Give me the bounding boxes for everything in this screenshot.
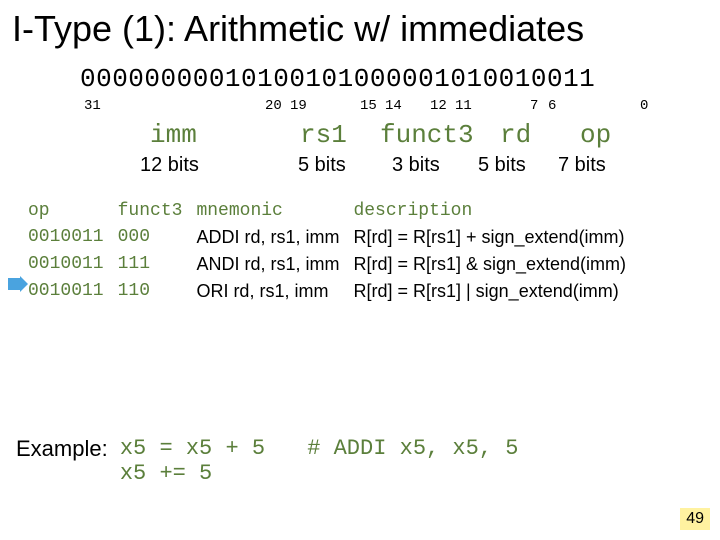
bitpos-6: 6 <box>548 98 556 114</box>
width-op: 7 bits <box>558 154 606 177</box>
cell-mnem: ORI rd, rs1, imm <box>196 278 353 305</box>
cell-funct3: 000 <box>118 224 197 251</box>
cell-op: 0010011 <box>28 224 118 251</box>
cell-op: 0010011 <box>28 251 118 278</box>
field-op: op <box>580 120 611 150</box>
table-row: 0010011 110 ORI rd, rs1, imm R[rd] = R[r… <box>28 278 640 305</box>
th-description: description <box>353 198 640 224</box>
bitpos-12: 12 <box>430 98 447 114</box>
cell-desc: R[rd] = R[rs1] + sign_extend(imm) <box>353 224 640 251</box>
cell-mnem: ANDI rd, rs1, imm <box>196 251 353 278</box>
example-line1a: x5 = <box>120 436 186 461</box>
example-block: Example: x5 = x5 + 5 x5 += 5 # ADDI x5, … <box>16 436 518 486</box>
example-line1c: + 5 <box>212 436 265 461</box>
field-widths: 12 bits 5 bits 3 bits 5 bits 7 bits <box>0 154 720 180</box>
bitpos-15: 15 <box>360 98 377 114</box>
bitpos-7: 7 <box>530 98 538 114</box>
cell-desc: R[rd] = R[rs1] | sign_extend(imm) <box>353 278 640 305</box>
opcode-table: op funct3 mnemonic description 0010011 0… <box>28 198 640 305</box>
width-rs1: 5 bits <box>298 154 346 177</box>
example-line1b: x5 <box>186 436 212 461</box>
th-op: op <box>28 198 118 224</box>
table-row: 0010011 000 ADDI rd, rs1, imm R[rd] = R[… <box>28 224 640 251</box>
example-code: x5 = x5 + 5 x5 += 5 <box>120 436 265 486</box>
cell-mnem: ADDI rd, rs1, imm <box>196 224 353 251</box>
bitpos-31: 31 <box>84 98 101 114</box>
example-comment: # ADDI x5, x5, 5 <box>307 436 518 461</box>
width-funct3: 3 bits <box>392 154 440 177</box>
th-funct3: funct3 <box>118 198 197 224</box>
bitpos-11: 11 <box>455 98 472 114</box>
table-header-row: op funct3 mnemonic description <box>28 198 640 224</box>
field-labels: imm rs1 funct3 rd op <box>0 120 720 152</box>
cell-funct3: 110 <box>118 278 197 305</box>
field-rd: rd <box>500 120 531 150</box>
width-rd: 5 bits <box>478 154 526 177</box>
width-imm: 12 bits <box>140 154 199 177</box>
field-funct3: funct3 <box>380 120 474 150</box>
bitpos-20: 20 <box>265 98 282 114</box>
th-mnemonic: mnemonic <box>196 198 353 224</box>
bitpos-19: 19 <box>290 98 307 114</box>
bitpos-0: 0 <box>640 98 648 114</box>
bitpos-14: 14 <box>385 98 402 114</box>
field-imm: imm <box>150 120 197 150</box>
example-line2: x5 += 5 <box>120 461 212 486</box>
pointer-arrow-icon <box>8 276 28 292</box>
page-number: 49 <box>680 508 710 530</box>
cell-funct3: 111 <box>118 251 197 278</box>
instruction-binary: 00000000010100101000001010010011 <box>0 50 720 94</box>
bit-positions: 31 20 19 15 14 12 11 7 6 0 <box>0 98 720 120</box>
table-row: 0010011 111 ANDI rd, rs1, imm R[rd] = R[… <box>28 251 640 278</box>
cell-op: 0010011 <box>28 278 118 305</box>
cell-desc: R[rd] = R[rs1] & sign_extend(imm) <box>353 251 640 278</box>
field-rs1: rs1 <box>300 120 347 150</box>
example-label: Example: <box>16 436 108 462</box>
page-title: I-Type (1): Arithmetic w/ immediates <box>0 0 720 50</box>
